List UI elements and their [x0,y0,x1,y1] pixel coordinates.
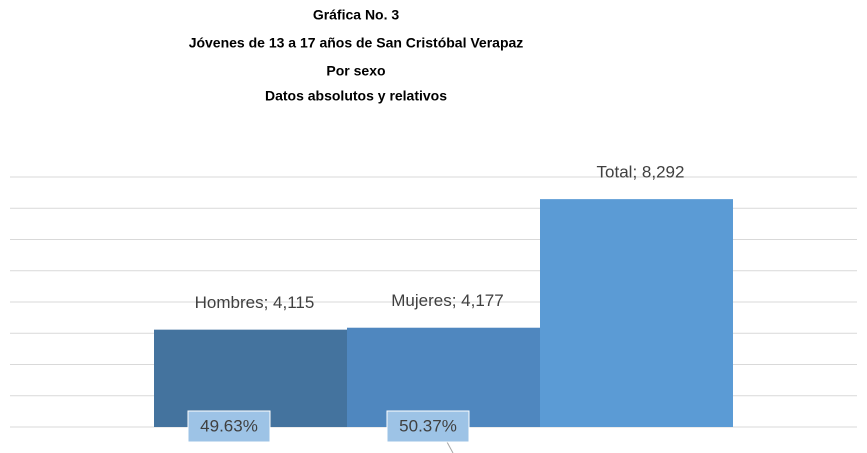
data-label: Mujeres; 4,177 [391,291,503,310]
percent-box [187,410,271,443]
chart-title: Datos absolutos y relativos [265,88,447,104]
chart-title: Por sexo [326,63,385,79]
percent-label: 50.37% [399,416,457,435]
data-label: Total; 8,292 [597,163,685,182]
chart-title: Gráfica No. 3 [313,7,400,23]
data-label: Hombres; 4,115 [195,293,315,312]
percent-label: 49.63% [200,416,258,435]
percent-box [386,410,470,443]
leader-line [446,441,454,453]
chart-title: Jóvenes de 13 a 17 años de San Cristóbal… [189,35,524,51]
bar [540,199,733,427]
bar [347,327,540,427]
